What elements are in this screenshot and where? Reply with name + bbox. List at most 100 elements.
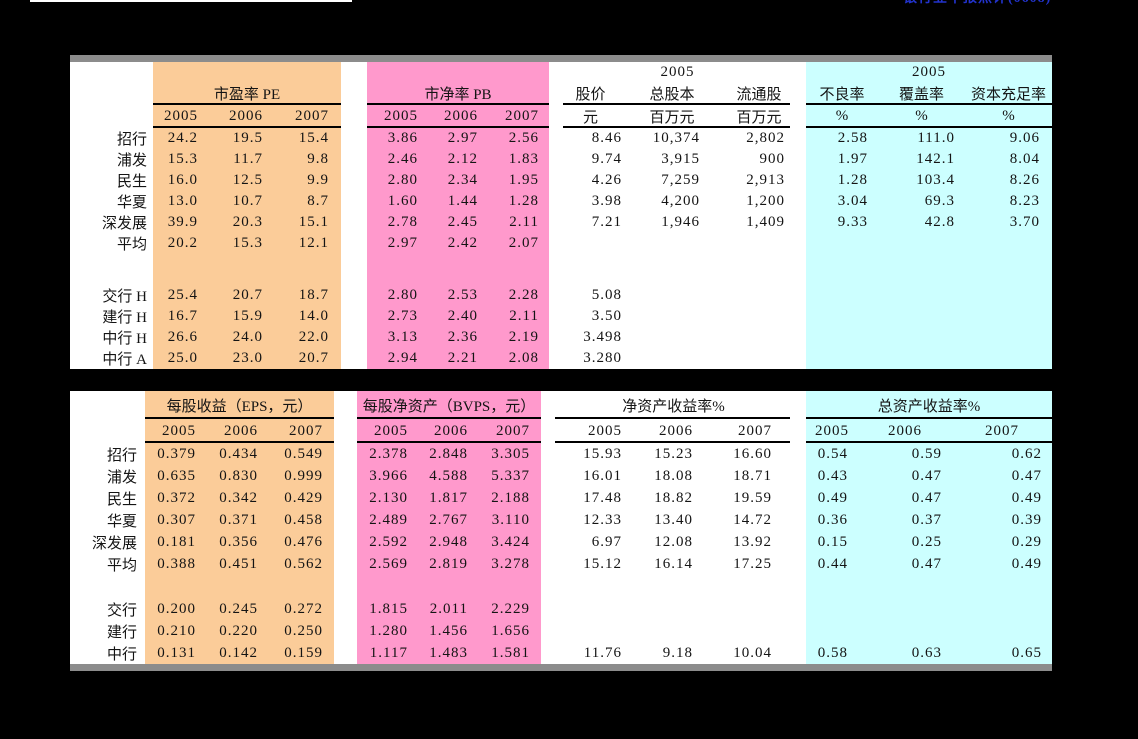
value-cell: 20.7	[210, 285, 275, 306]
year-header: 2007	[496, 422, 530, 439]
value-cell: 0.635	[145, 465, 208, 487]
value-cell	[705, 620, 806, 642]
header-inner: 2005 2006 2007	[541, 419, 806, 443]
value-cell: 1.581	[478, 642, 541, 664]
value-cell: 3.13	[367, 327, 428, 348]
column-header: 覆盖率	[898, 87, 944, 103]
value-cell: 1.97	[806, 149, 878, 170]
value-cell	[952, 620, 1052, 642]
value-cell	[965, 233, 1052, 254]
value-cell: 2.80	[367, 285, 428, 306]
value-cell: 0.562	[270, 553, 334, 575]
value-cell: 6.97	[591, 533, 622, 550]
value-cell	[478, 575, 541, 598]
value-cell	[878, 306, 965, 327]
value-cell: 0.142	[208, 642, 270, 664]
value-cell: 3.278	[478, 553, 541, 575]
value-cell	[712, 233, 806, 254]
value-cell: 13.0	[153, 191, 210, 212]
row-label: 交行 H	[102, 289, 147, 305]
value-cell: 1.117	[357, 642, 418, 664]
year-header: 2007	[289, 422, 323, 439]
value-cell: 0.342	[208, 487, 270, 509]
value-cell: 2.34	[428, 170, 488, 191]
value-cell: 0.830	[208, 465, 270, 487]
value-cell: 2.94	[367, 348, 428, 369]
value-cell: 3.50	[591, 308, 622, 324]
value-cell: 11.7	[210, 149, 275, 170]
value-cell: 2.011	[418, 598, 478, 620]
value-cell: 0.65	[952, 642, 1052, 664]
table-cell	[334, 598, 357, 620]
value-cell: 0.388	[145, 553, 208, 575]
value-cell: 14.72	[733, 511, 772, 528]
table-cell	[334, 391, 357, 419]
value-cell: 2.11	[488, 212, 549, 233]
value-cell	[965, 285, 1052, 306]
table-bottom-border	[70, 664, 1052, 671]
row-label: 深发展	[91, 535, 137, 552]
table-cell	[341, 327, 367, 348]
value-cell: 15.93	[583, 445, 622, 462]
section-title: 每股净资产（BVPS，元）	[357, 391, 541, 419]
value-cell: 18.08	[654, 467, 693, 484]
value-cell: 0.476	[270, 531, 334, 553]
value-cell: 2.28	[488, 285, 549, 306]
value-cell	[712, 348, 806, 369]
value-cell: 0.220	[208, 620, 270, 642]
value-cell: 2.46	[367, 149, 428, 170]
value-cell: 2.08	[488, 348, 549, 369]
value-cell: 2.53	[428, 285, 488, 306]
value-cell: 0.429	[270, 487, 334, 509]
column-header: 资本充足率	[970, 87, 1046, 103]
value-cell: 15.4	[275, 128, 341, 149]
value-cell: 24.2	[153, 128, 210, 149]
value-cell: 4,200	[661, 193, 700, 209]
value-cell: 39.9	[153, 212, 210, 233]
column-header: 总股本	[649, 87, 695, 103]
table-cell	[341, 191, 367, 212]
table-cell	[153, 62, 341, 82]
value-cell: 1.44	[428, 191, 488, 212]
value-cell: 24.0	[210, 327, 275, 348]
unit-label: %	[915, 108, 928, 124]
value-cell: 18.71	[733, 467, 772, 484]
row-label: 民生	[106, 491, 137, 508]
header-group: 2005 2006 2007	[541, 419, 806, 443]
value-cell: 8.26	[965, 170, 1052, 191]
year-group-header: 2005	[806, 62, 1052, 82]
row-label: 深发展	[101, 216, 147, 232]
year-header: 2005	[384, 108, 418, 124]
value-cell: 0.49	[952, 487, 1052, 509]
row-label: 中行	[106, 646, 137, 663]
value-cell: 69.3	[878, 191, 965, 212]
value-cell	[952, 598, 1052, 620]
value-cell: 10.7	[210, 191, 275, 212]
value-cell	[488, 254, 549, 285]
value-cell: 3.966	[357, 465, 418, 487]
value-cell: 25.4	[153, 285, 210, 306]
value-cell: 0.37	[858, 509, 952, 531]
header-inner: 股价 总股本 流通股	[549, 82, 806, 105]
value-cell: 0.379	[145, 443, 208, 465]
value-cell: 2.948	[418, 531, 478, 553]
value-cell: 3.110	[478, 509, 541, 531]
value-cell: 3.86	[367, 128, 428, 149]
value-cell: 22.0	[275, 327, 341, 348]
value-cell: 111.0	[878, 128, 965, 149]
value-cell: 0.434	[208, 443, 270, 465]
value-cell	[858, 620, 952, 642]
value-cell: 2.97	[367, 233, 428, 254]
value-cell	[632, 575, 705, 598]
valuation-table: 2005 2005 市盈率 PE 市净率 PB 股价 总股本 流通股 不良率 覆盖率 资本充足率 2…	[70, 55, 1052, 369]
value-cell: 0.49	[806, 487, 858, 509]
value-cell: 0.245	[208, 598, 270, 620]
value-cell	[712, 327, 806, 348]
value-cell: 9.74	[591, 151, 622, 167]
value-cell: 16.14	[654, 555, 693, 572]
row-label: 建行	[106, 624, 137, 641]
title-underline	[30, 0, 352, 2]
value-cell: 0.25	[858, 531, 952, 553]
header-group: 2005 2006 2007	[153, 105, 341, 128]
